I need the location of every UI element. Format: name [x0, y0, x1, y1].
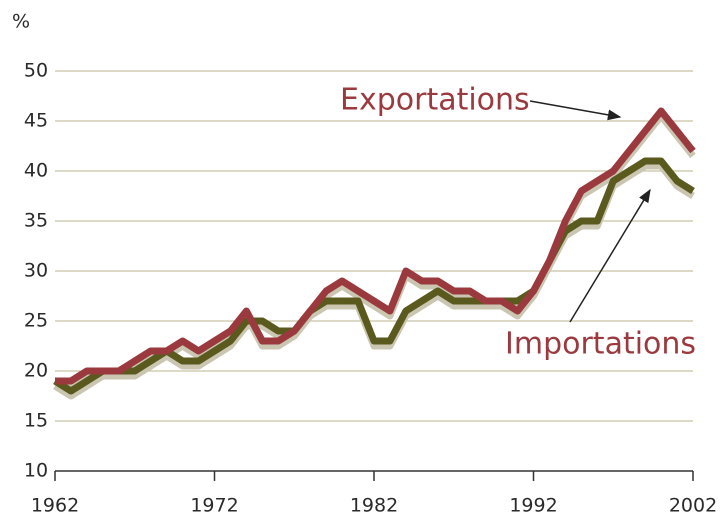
y-tick-label: 10 — [24, 460, 48, 482]
x-tick-label: 1962 — [31, 495, 79, 517]
x-tick-label: 1982 — [350, 495, 398, 517]
series-line — [55, 107, 696, 385]
x-tick-label: 1972 — [190, 495, 238, 517]
y-tick-label: 30 — [24, 260, 48, 282]
y-axis-label: % — [12, 11, 30, 33]
y-tick-label: 20 — [24, 360, 48, 382]
y-tick-label: 25 — [24, 310, 48, 332]
x-tick-label: 1992 — [509, 495, 557, 517]
y-tick-label: 50 — [24, 60, 48, 82]
annotation-arrow — [569, 188, 651, 323]
series-label: Exportations — [340, 83, 530, 118]
y-tick-label: 45 — [24, 110, 48, 132]
line-shadow — [53, 162, 695, 400]
y-tick-label: 15 — [24, 410, 48, 432]
y-tick-label: 35 — [24, 210, 48, 232]
annotation-arrow — [529, 100, 622, 121]
series-label: Importations — [505, 327, 696, 362]
y-tick-label: 40 — [24, 160, 48, 182]
x-tick-label: 2002 — [669, 495, 717, 517]
